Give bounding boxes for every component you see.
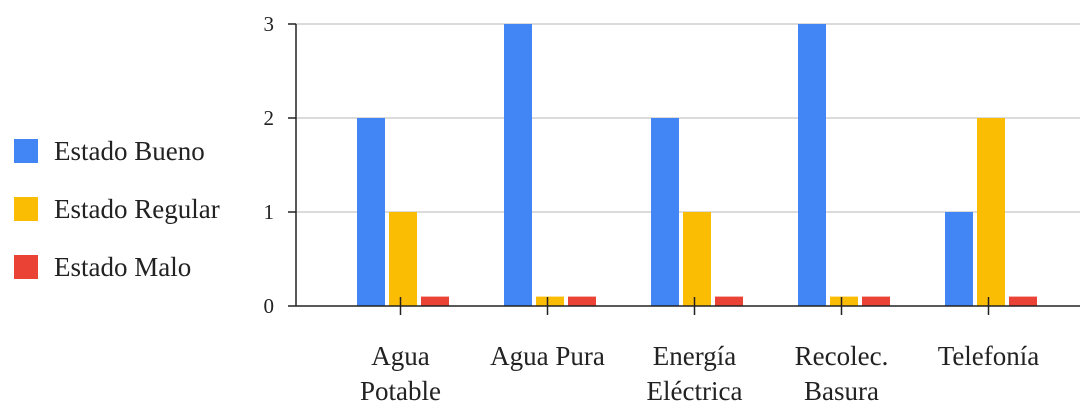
legend-item-estado-bueno: Estado Bueno (14, 122, 220, 180)
bar (1009, 296, 1037, 306)
legend-swatch-estado-bueno (14, 139, 38, 163)
bar (683, 212, 711, 306)
bar (862, 296, 890, 306)
legend-item-estado-regular: Estado Regular (14, 180, 220, 238)
legend-swatch-estado-malo (14, 255, 38, 279)
y-tick-label: 2 (264, 106, 275, 130)
x-tick-label: Agua Potable (360, 341, 441, 406)
bar (945, 212, 973, 306)
x-tick-label: Agua Pura (490, 341, 605, 371)
legend-item-estado-malo: Estado Malo (14, 238, 220, 296)
bar (568, 296, 596, 306)
legend-label-estado-regular: Estado Regular (54, 193, 220, 224)
chart-legend: Estado Bueno Estado Regular Estado Malo (14, 122, 220, 296)
legend-swatch-estado-regular (14, 197, 38, 221)
bar (830, 296, 858, 306)
legend-label-estado-malo: Estado Malo (54, 251, 192, 282)
x-tick-label: Recolec. Basura (795, 341, 889, 406)
bar (389, 212, 417, 306)
y-tick-label: 0 (264, 294, 275, 318)
y-tick-label: 3 (264, 12, 275, 36)
bar (798, 24, 826, 306)
bar (536, 296, 564, 306)
y-tick-label: 1 (264, 200, 275, 224)
x-tick-label: Telefonía (938, 341, 1040, 371)
legend-label-estado-bueno: Estado Bueno (54, 135, 205, 166)
bar (977, 118, 1005, 306)
bar (651, 118, 679, 306)
bar (504, 24, 532, 306)
bar (421, 296, 449, 306)
bar (715, 296, 743, 306)
bar (357, 118, 385, 306)
x-tick-label: Energía Eléctrica (647, 341, 743, 406)
